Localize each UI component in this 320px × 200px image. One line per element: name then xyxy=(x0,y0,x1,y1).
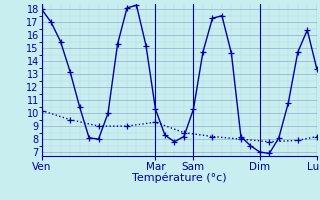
X-axis label: Température (°c): Température (°c) xyxy=(132,173,227,183)
